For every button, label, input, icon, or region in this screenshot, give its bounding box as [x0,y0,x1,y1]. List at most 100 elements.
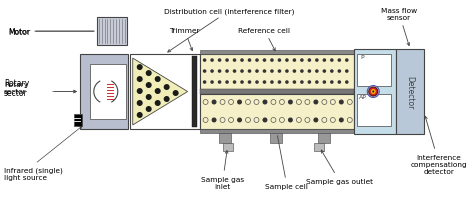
Text: Motor: Motor [8,29,94,35]
Circle shape [308,70,311,73]
Circle shape [203,81,206,84]
Circle shape [367,86,379,98]
Bar [90,65,126,119]
Polygon shape [133,59,188,125]
Circle shape [155,77,161,83]
Circle shape [278,59,281,63]
Bar [200,55,354,90]
Circle shape [210,81,214,84]
Circle shape [337,59,341,63]
Bar [271,133,283,143]
Circle shape [337,70,341,73]
Bar [357,95,391,126]
Circle shape [225,70,229,73]
Circle shape [285,59,289,63]
Circle shape [263,81,266,84]
Circle shape [285,81,289,84]
Circle shape [322,59,326,63]
Circle shape [155,100,161,106]
Circle shape [308,81,311,84]
Circle shape [270,70,274,73]
Bar [223,143,233,151]
Circle shape [313,100,319,105]
Text: Mass flow
sensor: Mass flow sensor [381,8,417,46]
Circle shape [155,89,161,95]
Circle shape [248,81,251,84]
Circle shape [146,83,152,89]
Circle shape [233,81,237,84]
Circle shape [237,100,242,105]
Text: P: P [360,55,364,60]
Circle shape [173,91,179,97]
Circle shape [240,70,244,73]
Text: Infrared (single)
light source: Infrared (single) light source [4,167,63,180]
Circle shape [372,91,374,93]
Circle shape [164,85,170,91]
Circle shape [137,112,143,118]
Circle shape [248,70,251,73]
Bar [357,55,391,87]
Text: Sample gas
inlet: Sample gas inlet [201,151,244,189]
Text: Distribution cell (interference filter): Distribution cell (interference filter) [164,8,295,53]
Bar [200,90,354,95]
Bar [80,55,128,129]
Circle shape [211,118,217,123]
Circle shape [263,59,266,63]
Circle shape [237,118,242,123]
Circle shape [369,88,378,97]
Text: Interference
compensationg
detector: Interference compensationg detector [411,117,467,174]
Circle shape [263,100,267,105]
Circle shape [339,118,344,123]
Circle shape [345,81,348,84]
Circle shape [285,70,289,73]
Bar [191,57,197,127]
Circle shape [315,70,319,73]
Circle shape [248,59,251,63]
Circle shape [255,81,259,84]
Circle shape [240,59,244,63]
Bar [74,114,82,126]
Circle shape [263,70,266,73]
Bar [354,50,396,134]
Bar [314,143,324,151]
Text: Rotary
sector: Rotary sector [4,78,29,98]
Circle shape [288,100,293,105]
Text: Sample gas outlet: Sample gas outlet [306,150,373,184]
Circle shape [288,118,293,123]
Circle shape [278,70,281,73]
Bar [200,95,354,129]
Circle shape [255,70,259,73]
Bar [219,133,230,143]
Circle shape [270,59,274,63]
Circle shape [137,65,143,71]
Text: Rotary
sector: Rotary sector [4,82,28,95]
Circle shape [315,81,319,84]
Circle shape [345,59,348,63]
Circle shape [322,70,326,73]
Circle shape [292,81,296,84]
Circle shape [322,81,326,84]
Circle shape [270,81,274,84]
Circle shape [300,81,304,84]
Circle shape [263,118,267,123]
Circle shape [218,59,221,63]
Circle shape [225,59,229,63]
Circle shape [371,90,376,95]
Circle shape [211,100,217,105]
Circle shape [203,70,206,73]
Circle shape [210,59,214,63]
Circle shape [146,95,152,100]
Bar [319,133,330,143]
Circle shape [146,106,152,112]
Circle shape [315,59,319,63]
Bar [97,18,127,46]
Circle shape [313,118,319,123]
Circle shape [218,81,221,84]
Text: Sample cell: Sample cell [265,136,309,189]
Circle shape [330,81,334,84]
Bar [200,129,354,133]
Circle shape [137,77,143,83]
Circle shape [233,59,237,63]
Circle shape [137,89,143,95]
Bar [396,50,424,134]
